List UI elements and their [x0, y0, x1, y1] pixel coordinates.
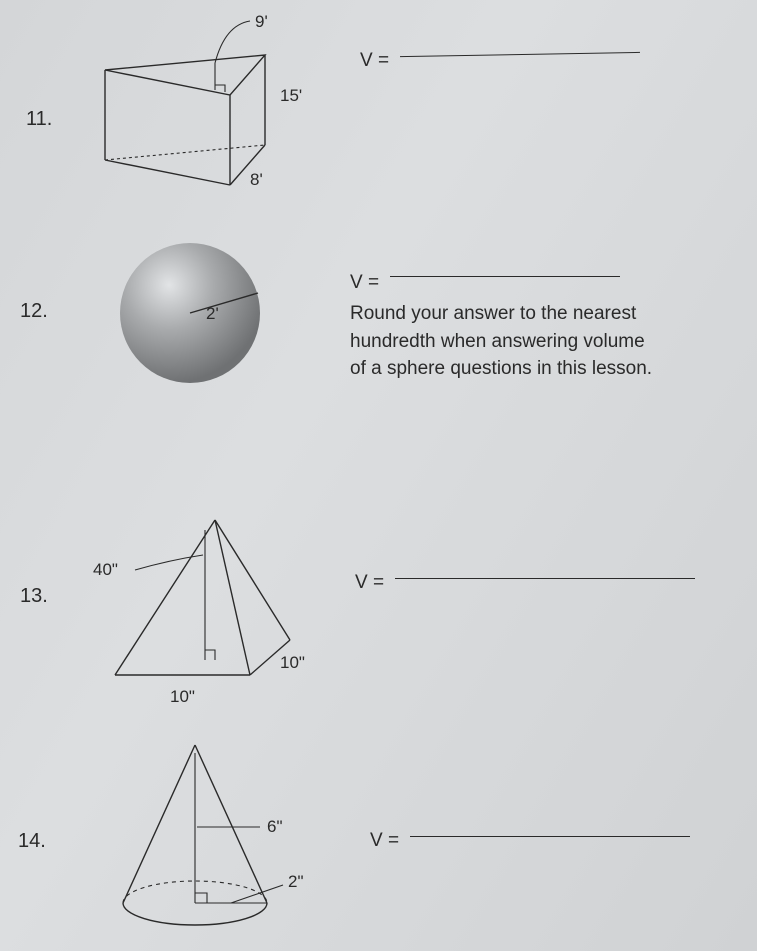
problem-number-13: 13. — [20, 585, 48, 608]
answer-area-13: V = — [355, 572, 695, 594]
cone-radius-label: 2" — [288, 872, 304, 891]
cone-height-label: 6" — [267, 817, 283, 836]
v-equals-12: V = — [350, 272, 379, 293]
answer-blank-13[interactable] — [395, 578, 695, 579]
sphere-radius-label: 2' — [206, 304, 219, 323]
pyramid-base-front-label: 10" — [170, 687, 195, 706]
prism-side-right-label: 15' — [280, 86, 302, 105]
pyramid-base-side-label: 10" — [280, 653, 305, 672]
v-equals-11: V = — [360, 50, 389, 71]
note-line-3: of a sphere questions in this lesson. — [350, 355, 730, 383]
figure-cone: 6" 2" — [95, 735, 325, 950]
sphere-note: Round your answer to the nearest hundred… — [350, 300, 730, 383]
answer-area-11: V = — [360, 50, 640, 72]
v-equals-13: V = — [355, 572, 384, 593]
v-equals-14: V = — [370, 830, 399, 851]
problem-number-11: 11. — [26, 108, 52, 131]
figure-prism: 9' 15' 8' — [75, 15, 305, 210]
figure-sphere: 2' — [110, 235, 280, 400]
answer-blank-14[interactable] — [410, 836, 690, 837]
note-line-2: hundredth when answering volume — [350, 328, 730, 356]
pyramid-height-label: 40" — [93, 560, 118, 579]
problem-number-12: 12. — [20, 300, 48, 323]
answer-area-12: V = Round your answer to the nearest hun… — [350, 272, 730, 383]
answer-blank-11[interactable] — [400, 52, 640, 57]
problem-number-14: 14. — [18, 830, 46, 853]
note-line-1: Round your answer to the nearest — [350, 300, 730, 328]
answer-blank-12[interactable] — [390, 276, 620, 277]
prism-height-label: 9' — [255, 12, 268, 31]
answer-area-14: V = — [370, 830, 690, 852]
figure-pyramid: 40" 10" 10" — [75, 500, 325, 725]
prism-side-front-label: 8' — [250, 170, 263, 189]
